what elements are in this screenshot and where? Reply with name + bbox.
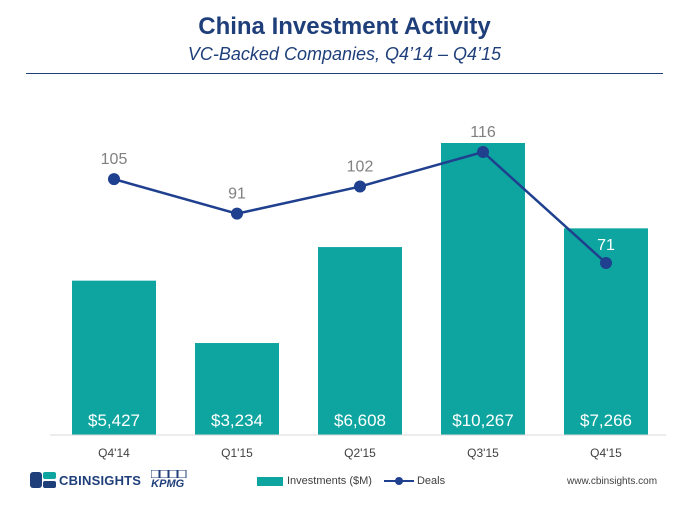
legend-deals-label: Deals (416, 475, 446, 487)
kpmg-boxes-icon (151, 470, 187, 478)
x-tick-label-0: Q4'14 (98, 446, 130, 460)
website-url: www.cbinsights.com (567, 476, 658, 487)
deals-point-0 (108, 173, 120, 186)
bar-investments-0 (72, 280, 156, 435)
chart-legend: Investments ($M) Deals (257, 475, 445, 487)
bar-investments-2 (318, 247, 402, 435)
legend-investments-swatch (257, 476, 283, 486)
kpmg-wordmark: KPMG (151, 478, 185, 490)
bars-layer (72, 143, 648, 435)
labels-layer: $5,427 Q4'14 $3,234 Q1'15 $6,608 Q2'15 $10,267… (88, 124, 632, 460)
deals-point-4 (600, 257, 612, 269)
cbinsights-wordmark: CBINSIGHTS (59, 472, 142, 488)
bar-value-label-2: $6,608 (334, 411, 386, 430)
x-tick-label-1: Q1'15 (221, 446, 253, 460)
deals-value-label-2: 102 (347, 159, 374, 176)
bar-investments-1 (195, 343, 279, 435)
deals-value-label-1: 91 (228, 186, 246, 203)
x-tick-label-3: Q3'15 (467, 446, 499, 460)
bar-investments-3 (441, 143, 525, 435)
cbinsights-kpmg-logo: CBINSIGHTS KPMG (30, 470, 187, 490)
deals-point-1 (231, 207, 243, 220)
bar-value-label-1: $3,234 (211, 411, 263, 430)
legend-investments-label: Investments ($M) (287, 475, 372, 487)
deals-value-label-0: 105 (101, 151, 128, 168)
title-divider (26, 73, 663, 74)
cbinsights-logo-icon (30, 472, 56, 488)
deals-point-3 (477, 146, 489, 158)
x-tick-label-4: Q4'15 (590, 446, 622, 460)
x-tick-label-2: Q2'15 (344, 446, 376, 460)
legend-deals-swatch (383, 476, 414, 486)
bar-value-label-4: $7,266 (580, 411, 632, 430)
chart-subtitle: VC-Backed Companies, Q4’14 – Q4’15 (187, 44, 502, 64)
deals-point-2 (354, 180, 366, 193)
chart-title: China Investment Activity (198, 13, 491, 40)
deals-value-label-4: 71 (597, 237, 615, 254)
deals-line-layer (108, 146, 612, 269)
bar-value-label-0: $5,427 (88, 411, 140, 430)
bar-value-label-3: $10,267 (452, 411, 513, 430)
deals-value-label-3: 116 (470, 124, 496, 141)
kpmg-logo: KPMG (151, 470, 187, 490)
